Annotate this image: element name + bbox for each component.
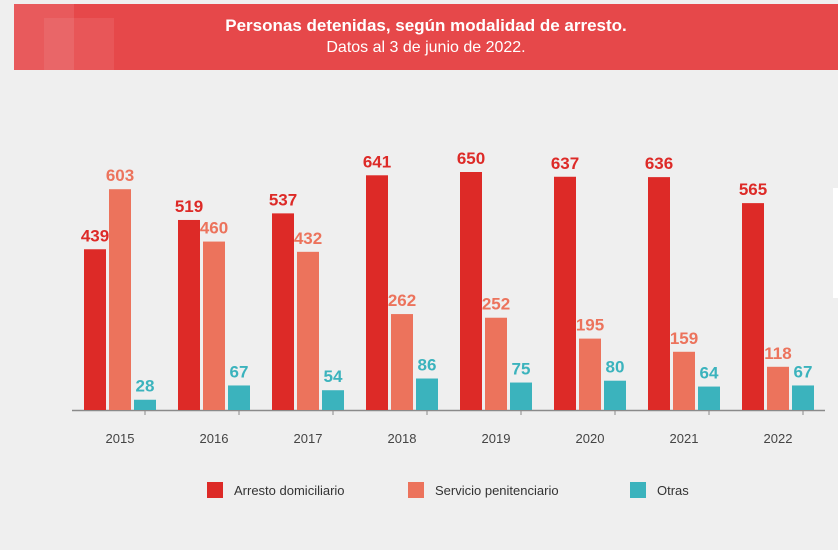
data-label: 195 xyxy=(576,316,604,335)
data-label: 537 xyxy=(269,190,297,209)
legend-swatch xyxy=(207,482,223,498)
data-label: 637 xyxy=(551,154,579,173)
x-tick-label: 2017 xyxy=(294,431,323,446)
chart-subtitle: Datos al 3 de junio de 2022. xyxy=(326,39,526,56)
bar-otras-2020 xyxy=(604,380,626,410)
data-label: 54 xyxy=(324,367,343,386)
data-label: 650 xyxy=(457,149,485,168)
bar-otras-2019 xyxy=(510,382,532,410)
x-tick-label: 2021 xyxy=(670,431,699,446)
edge-mark xyxy=(833,188,838,298)
chart-header-banner: Personas detenidas, según modalidad de a… xyxy=(14,4,838,70)
bar-otras-2015 xyxy=(134,399,156,410)
data-label: 641 xyxy=(363,152,391,171)
data-label: 565 xyxy=(739,180,767,199)
data-label: 118 xyxy=(764,344,791,363)
data-label: 64 xyxy=(700,364,719,383)
bar-otras-2021 xyxy=(698,386,720,410)
data-label: 67 xyxy=(230,362,249,381)
data-label: 603 xyxy=(106,166,134,185)
x-tick-label: 2022 xyxy=(764,431,793,446)
bar-otras-2018 xyxy=(416,378,438,410)
data-label: 86 xyxy=(418,356,437,375)
x-tick-label: 2020 xyxy=(576,431,605,446)
bar-otras-2016 xyxy=(228,385,250,410)
data-label: 460 xyxy=(200,219,228,238)
banner-decoration xyxy=(14,4,74,70)
x-tick-label: 2016 xyxy=(200,431,229,446)
bar-servicio-penitenciario-2016 xyxy=(203,241,225,410)
bar-arresto-domiciliario-2018 xyxy=(366,175,388,410)
x-tick-label: 2019 xyxy=(482,431,511,446)
bar-otras-2022 xyxy=(792,385,814,410)
banner-decoration xyxy=(44,18,114,70)
legend-label: Arresto domiciliario xyxy=(234,483,345,498)
bar-servicio-penitenciario-2017 xyxy=(297,251,319,410)
bar-arresto-domiciliario-2019 xyxy=(460,172,482,410)
data-label: 75 xyxy=(512,360,531,379)
bar-servicio-penitenciario-2019 xyxy=(485,317,507,410)
bar-arresto-domiciliario-2017 xyxy=(272,213,294,410)
data-label: 439 xyxy=(81,226,109,245)
data-label: 159 xyxy=(670,329,698,348)
data-label: 519 xyxy=(175,197,203,216)
legend-label: Servicio penitenciario xyxy=(435,483,559,498)
data-label: 432 xyxy=(294,229,322,248)
legend-swatch xyxy=(408,482,424,498)
bar-arresto-domiciliario-2020 xyxy=(554,176,576,410)
chart-title: Personas detenidas, según modalidad de a… xyxy=(225,16,627,35)
data-label: 28 xyxy=(136,377,155,396)
x-tick-label: 2015 xyxy=(106,431,135,446)
data-label: 67 xyxy=(794,362,813,381)
bar-arresto-domiciliario-2015 xyxy=(84,249,106,410)
legend-label: Otras xyxy=(657,483,689,498)
bar-otras-2017 xyxy=(322,390,344,410)
bar-servicio-penitenciario-2018 xyxy=(391,314,413,410)
data-label: 80 xyxy=(606,358,625,377)
bar-servicio-penitenciario-2022 xyxy=(767,366,789,410)
bar-servicio-penitenciario-2020 xyxy=(579,338,601,410)
x-tick-label: 2018 xyxy=(388,431,417,446)
legend-swatch xyxy=(630,482,646,498)
bar-servicio-penitenciario-2015 xyxy=(109,189,131,410)
bar-arresto-domiciliario-2022 xyxy=(742,203,764,410)
bar-arresto-domiciliario-2021 xyxy=(648,177,670,410)
data-label: 262 xyxy=(388,291,416,310)
bar-servicio-penitenciario-2021 xyxy=(673,351,695,410)
bar-arresto-domiciliario-2016 xyxy=(178,219,200,410)
data-label: 636 xyxy=(645,154,673,173)
data-label: 252 xyxy=(482,295,510,314)
